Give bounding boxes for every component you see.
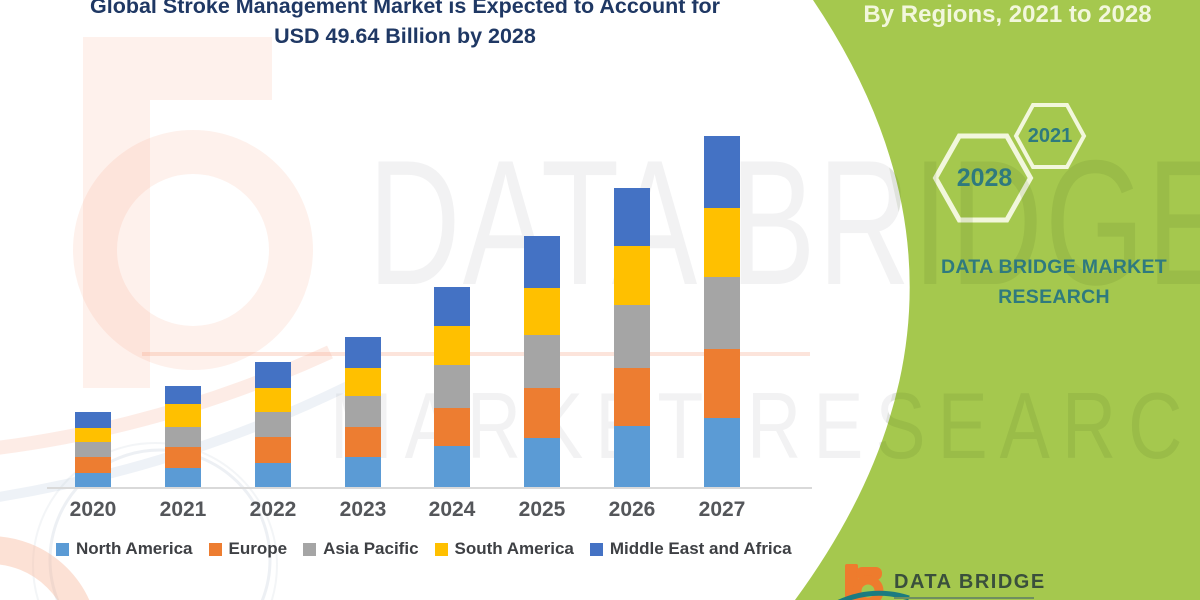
bar-2022-segment-north-america (255, 463, 291, 487)
legend-swatch-south-america (434, 542, 448, 556)
x-axis-label-2021: 2021 (159, 498, 207, 521)
bar-2024-segment-south-america (434, 326, 470, 365)
brand-name: DATA BRIDGE MARKET RESEARCH (920, 252, 1188, 312)
bar-2021-segment-north-america (165, 468, 201, 487)
bar-2027-segment-asia-pacific (704, 277, 740, 349)
brand-line2: RESEARCH (998, 286, 1110, 308)
x-axis-label-2023: 2023 (339, 498, 387, 521)
bar-2024-segment-north-america (434, 446, 470, 487)
legend-label: Asia Pacific (323, 539, 419, 558)
legend-item-asia-pacific: Asia Pacific (303, 539, 419, 559)
brand-line1: DATA BRIDGE MARKET (940, 256, 1168, 278)
side-panel-heading: By Regions, 2021 to 2028 (863, 1, 1152, 28)
legend-swatch-north-america (56, 542, 69, 556)
x-axis-label-2022: 2022 (249, 498, 297, 521)
legend-swatch-europe (208, 542, 222, 556)
bar-2027-segment-europe (704, 349, 740, 418)
databridge-b-icon (837, 564, 910, 600)
bar-2024-segment-europe (434, 408, 470, 446)
legend-item-middle-east-and-africa: Middle East and Africa (589, 539, 792, 559)
bar-2027-segment-south-america (704, 208, 740, 277)
legend-label: South America (454, 539, 574, 558)
bar-2026-segment-europe (614, 368, 650, 426)
bar-2027-segment-middle-east-and-africa (704, 136, 740, 208)
x-axis-label-2026: 2026 (608, 498, 656, 521)
watermark-rule (142, 352, 810, 356)
bar-2023-segment-south-america (345, 368, 381, 396)
chart-title-line2: USD 49.64 Billion by 2028 (274, 24, 536, 48)
bar-2026-segment-north-america (614, 426, 650, 487)
legend-item-europe: Europe (208, 539, 288, 559)
bar-2021-segment-south-america (165, 404, 201, 427)
x-axis-label-2025: 2025 (518, 498, 566, 521)
bar-2024-segment-asia-pacific (434, 365, 470, 408)
bar-2022-segment-south-america (255, 388, 291, 412)
bar-2022-segment-europe (255, 437, 291, 463)
bar-2023-segment-north-america (345, 457, 381, 487)
footer-logo: DATA BRIDGE MARKET RESEARCH (837, 560, 1069, 600)
footer-underline (894, 597, 1034, 599)
legend-label: Middle East and Africa (609, 539, 792, 558)
bar-2022-segment-middle-east-and-africa (255, 362, 291, 388)
bar-2021-segment-asia-pacific (165, 427, 201, 447)
bar-2020-segment-europe (75, 457, 111, 473)
bar-2027-segment-north-america (704, 418, 740, 487)
bar-2025-segment-asia-pacific (524, 335, 560, 388)
bar-2020-segment-south-america (75, 428, 111, 442)
bar-2025-segment-middle-east-and-africa (524, 236, 560, 288)
bar-2025-segment-europe (524, 388, 560, 438)
bar-2023-segment-europe (345, 427, 381, 457)
bar-2024-segment-middle-east-and-africa (434, 287, 470, 326)
footer-brand-text: DATA BRIDGE (894, 571, 1046, 593)
legend-label: North America (76, 539, 193, 558)
legend-item-north-america: North America (56, 539, 193, 559)
bar-2020-segment-asia-pacific (75, 442, 111, 457)
hexagon-2021-label: 2021 (1027, 125, 1073, 147)
bar-2021-segment-europe (165, 447, 201, 468)
bar-2026-segment-asia-pacific (614, 305, 650, 368)
bar-2023-segment-middle-east-and-africa (345, 337, 381, 368)
legend-item-south-america: South America (434, 539, 574, 559)
legend-swatch-middle-east-and-africa (589, 542, 603, 556)
legend-label: Europe (228, 539, 288, 558)
bar-2026-segment-south-america (614, 246, 650, 305)
bar-2023-segment-asia-pacific (345, 396, 381, 427)
x-axis-label-2020: 2020 (69, 498, 117, 521)
legend-swatch-asia-pacific (303, 542, 317, 556)
bar-2025-segment-north-america (524, 438, 560, 487)
chart-title-line1: Global Stroke Management Market is Expec… (90, 0, 720, 18)
x-axis-label-2024: 2024 (428, 498, 476, 521)
x-axis-line (47, 487, 812, 489)
bar-2021-segment-middle-east-and-africa (165, 386, 201, 404)
chart-legend: North America Europe Asia Pacific South Ame… (56, 539, 792, 559)
chart-title: Global Stroke Management Market is Expec… (25, 0, 785, 51)
bar-2026-segment-middle-east-and-africa (614, 188, 650, 246)
x-axis-label-2027: 2027 (698, 498, 746, 521)
hexagon-2028-label: 2028 (956, 164, 1013, 192)
bar-2025-segment-south-america (524, 288, 560, 335)
bar-2022-segment-asia-pacific (255, 412, 291, 437)
bar-2020-segment-north-america (75, 473, 111, 487)
bar-2020-segment-middle-east-and-africa (75, 412, 111, 428)
